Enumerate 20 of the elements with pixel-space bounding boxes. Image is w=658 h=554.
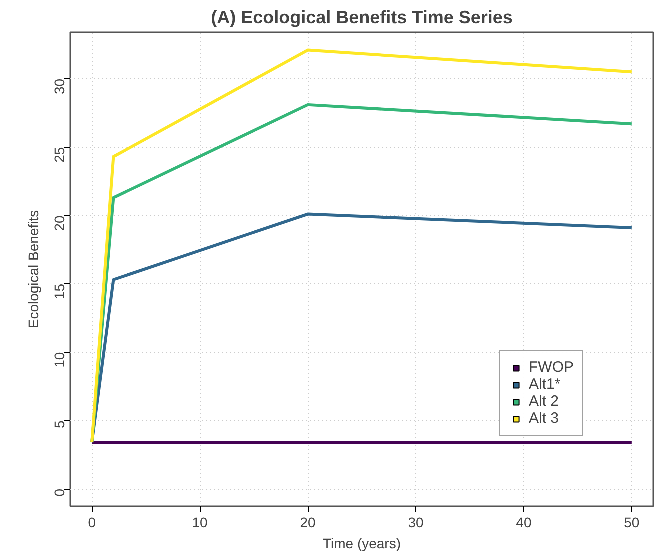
legend-label: FWOP	[529, 359, 574, 376]
x-tick-label: 20	[300, 514, 316, 530]
y-tick-label: 20	[52, 215, 68, 232]
legend-label: Alt1*	[529, 376, 561, 393]
y-tick-label: 10	[52, 352, 68, 368]
x-tick-label: 40	[516, 514, 532, 530]
y-tick-label: 0	[52, 488, 68, 497]
x-tick-label: 0	[88, 514, 96, 530]
legend-label: Alt 2	[529, 393, 560, 410]
x-axis-title: Time (years)	[322, 536, 402, 552]
x-tick-label: 30	[408, 514, 424, 530]
y-tick-label: 30	[52, 78, 68, 95]
x-tick-label: 50	[624, 514, 640, 530]
y-tick-label: 15	[52, 284, 68, 300]
chart-title: (A) Ecological Benefits Time Series	[211, 8, 513, 28]
y-axis-title: Ecological Benefits	[26, 210, 42, 329]
x-tick-label: 10	[192, 514, 208, 530]
y-tick-label: 5	[52, 420, 68, 428]
legend-label: Alt 3	[529, 410, 560, 427]
y-tick-label: 25	[52, 147, 68, 163]
